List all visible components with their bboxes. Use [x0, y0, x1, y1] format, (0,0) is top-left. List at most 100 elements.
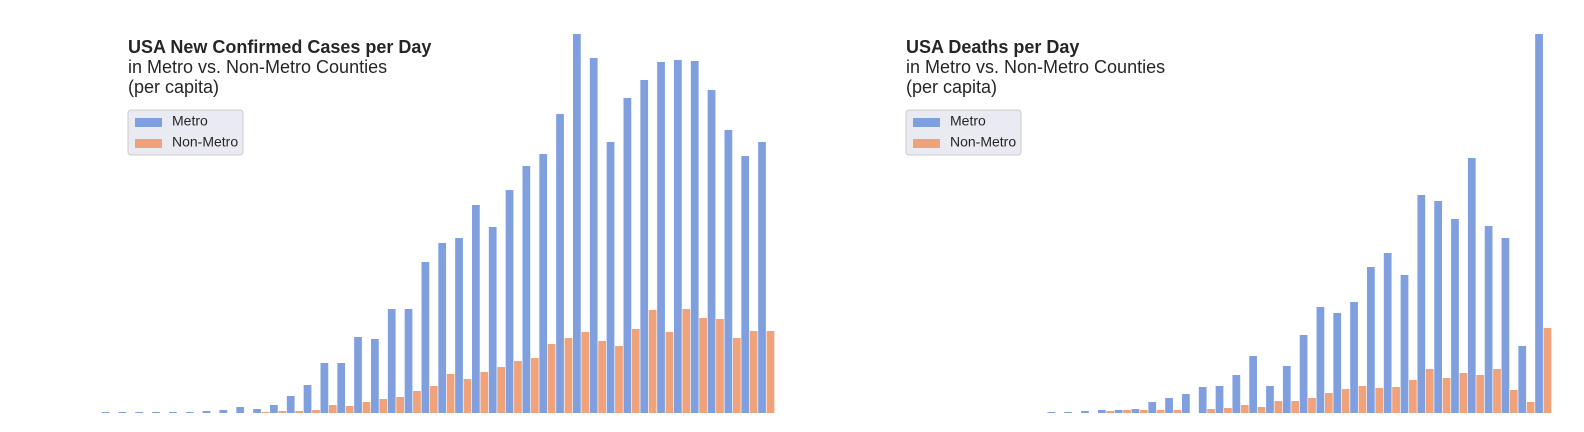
bar: [455, 238, 463, 413]
bar: [413, 391, 421, 413]
bar: [1081, 411, 1089, 413]
bar: [387, 309, 396, 413]
bar: [286, 396, 295, 413]
bar: [396, 397, 404, 413]
legend-swatch: [913, 139, 940, 148]
bar: [135, 412, 144, 413]
bar: [345, 406, 354, 413]
bar: [497, 367, 505, 413]
bar: [547, 344, 556, 413]
legend-label: Non-Metro: [172, 134, 238, 150]
bar: [1442, 378, 1451, 413]
bar: [118, 412, 127, 413]
bar: [640, 80, 649, 413]
bar: [606, 142, 615, 413]
bar: [1240, 405, 1249, 413]
bar: [1526, 402, 1535, 413]
bar: [581, 332, 590, 413]
bar: [1467, 158, 1476, 413]
bar: [766, 331, 775, 413]
bar: [446, 374, 455, 413]
legend-label: Metro: [172, 113, 208, 129]
bar: [270, 405, 278, 413]
bar: [1535, 34, 1543, 413]
bar: [1047, 412, 1056, 413]
bar: [1224, 408, 1232, 413]
bar: [1518, 346, 1527, 413]
bar: [1375, 388, 1384, 413]
bar: [1274, 401, 1283, 413]
bar: [1165, 398, 1173, 413]
chart-subtitle: (per capita): [906, 77, 997, 97]
bar: [1476, 375, 1485, 413]
bar: [152, 412, 160, 413]
bar: [1249, 356, 1258, 413]
bar: [362, 402, 371, 413]
bar: [1291, 401, 1300, 413]
bar: [472, 205, 480, 413]
bar: [522, 166, 531, 413]
bar: [615, 346, 623, 413]
bar: [758, 142, 766, 413]
bar: [699, 318, 707, 413]
bar: [202, 411, 211, 413]
bar: [1106, 411, 1115, 413]
bar: [1383, 253, 1392, 413]
bar: [674, 60, 682, 413]
bar: [505, 190, 514, 413]
bar: [488, 227, 497, 413]
bar: [354, 337, 362, 413]
bar: [236, 407, 245, 413]
bar: [589, 58, 598, 413]
bar: [1282, 366, 1291, 413]
bar: [1341, 389, 1350, 413]
bar: [573, 34, 581, 413]
bar: [1308, 398, 1316, 413]
bar: [320, 363, 329, 413]
bar: [1139, 410, 1148, 413]
bar: [1451, 219, 1459, 413]
bar: [421, 262, 430, 413]
bar: [295, 411, 303, 413]
bar: [741, 156, 750, 413]
legend-label: Non-Metro: [950, 134, 1016, 150]
chart-title: USA New Confirmed Cases per Day: [128, 37, 431, 57]
bar: [732, 338, 741, 413]
legend-swatch: [913, 118, 940, 127]
bar: [1097, 410, 1106, 413]
bar: [1400, 275, 1409, 413]
bar: [1367, 267, 1375, 413]
bar: [1333, 313, 1342, 413]
bar: [1215, 386, 1224, 413]
bar: [724, 130, 733, 413]
bar: [1148, 402, 1157, 413]
bar: [1493, 369, 1501, 413]
bar: [539, 154, 548, 413]
bar: [253, 409, 261, 413]
legend-swatch: [135, 118, 162, 127]
bar: [623, 98, 632, 413]
bar: [480, 372, 489, 413]
bar: [1123, 410, 1131, 413]
bar: [530, 358, 539, 413]
bar: [379, 399, 388, 413]
bar: [1358, 386, 1367, 413]
bar: [303, 385, 312, 413]
bar: [690, 61, 699, 413]
bar: [1425, 369, 1434, 413]
chart-subtitle: in Metro vs. Non-Metro Counties: [906, 57, 1165, 77]
bar: [1114, 410, 1123, 413]
bar: [1350, 302, 1358, 413]
bar: [657, 62, 665, 413]
bar: [1182, 394, 1190, 413]
bar: [1156, 410, 1165, 413]
bar: [463, 379, 472, 413]
bar: [1543, 328, 1552, 413]
bar: [514, 361, 522, 413]
bar: [1232, 375, 1241, 413]
chart-title: USA Deaths per Day: [906, 37, 1079, 57]
bar: [261, 412, 270, 413]
legend-swatch: [135, 139, 162, 148]
bar: [631, 329, 640, 413]
